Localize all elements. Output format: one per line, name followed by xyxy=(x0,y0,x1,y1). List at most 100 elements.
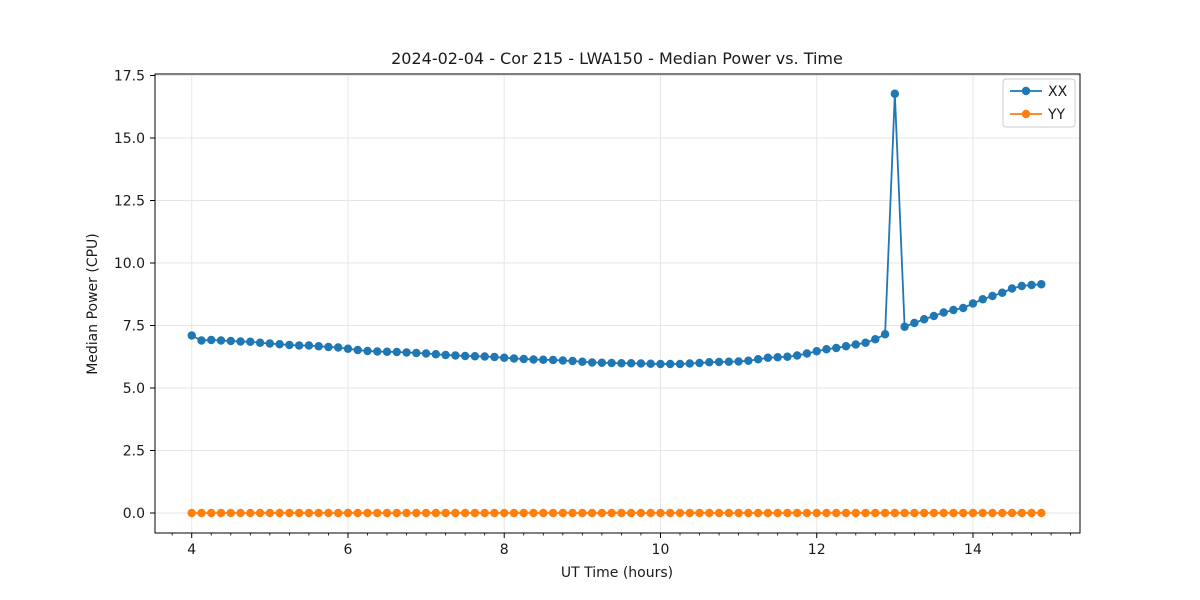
series-yy-marker xyxy=(460,508,470,518)
series-yy-marker xyxy=(353,508,362,518)
series-xx-marker xyxy=(587,358,597,367)
series-xx-marker xyxy=(949,305,958,315)
series-xx-marker xyxy=(695,358,704,368)
series-xx-marker xyxy=(441,350,450,360)
series-xx-marker xyxy=(1007,284,1017,293)
series-xx-marker xyxy=(910,318,919,328)
series-xx-marker xyxy=(890,89,900,98)
legend-label: XX xyxy=(1048,84,1068,100)
series-xx-marker xyxy=(656,359,665,369)
series-yy-marker xyxy=(685,508,694,518)
series-yy-marker xyxy=(802,508,812,518)
series-yy-marker xyxy=(275,508,284,518)
series-yy-marker xyxy=(539,508,548,518)
y-tick-label: 7.5 xyxy=(123,319,145,335)
series-xx-marker xyxy=(480,352,489,361)
series-yy-marker xyxy=(714,508,724,518)
series-xx-marker xyxy=(382,347,392,356)
series-yy-marker xyxy=(841,508,851,518)
series-yy-marker xyxy=(939,508,948,518)
series-xx-marker xyxy=(900,322,909,331)
series-xx-marker xyxy=(666,359,675,369)
series-yy-marker xyxy=(656,508,665,518)
series-xx-marker xyxy=(880,330,890,339)
series-yy-marker xyxy=(734,508,743,518)
x-tick-label: 10 xyxy=(652,542,670,558)
series-xx-marker xyxy=(1017,281,1026,291)
series-xx-marker xyxy=(509,354,519,363)
y-tick-label: 2.5 xyxy=(123,444,145,460)
series-xx-marker xyxy=(607,358,616,368)
series-yy-marker xyxy=(861,508,870,518)
series-yy-marker xyxy=(851,508,860,518)
series-yy-marker xyxy=(607,508,616,518)
series-xx-marker xyxy=(919,315,929,324)
series-yy-marker xyxy=(988,508,997,518)
series-yy-marker xyxy=(392,508,401,518)
series-yy-marker xyxy=(626,508,636,518)
series-yy-marker xyxy=(519,508,528,518)
series-xx-marker xyxy=(548,355,558,365)
series-xx-marker xyxy=(802,349,812,358)
series-xx-marker xyxy=(675,359,685,369)
series-xx-marker xyxy=(763,353,773,362)
x-axis-label: UT Time (hours) xyxy=(561,565,673,581)
series-yy-marker xyxy=(753,508,763,518)
series-yy-marker xyxy=(666,508,675,518)
series-xx-marker xyxy=(812,347,821,356)
series-yy-marker xyxy=(324,508,333,518)
series-yy-marker xyxy=(402,508,411,518)
series-xx-marker xyxy=(519,354,528,364)
series-xx-marker xyxy=(460,351,470,361)
series-xx-marker xyxy=(373,347,382,356)
series-xx-marker xyxy=(929,311,939,321)
legend-label: YY xyxy=(1047,107,1066,123)
series-yy-marker xyxy=(421,508,431,518)
series-yy-marker xyxy=(294,508,304,518)
series-yy-marker xyxy=(978,508,987,518)
series-xx-marker xyxy=(197,336,206,345)
y-tick-label: 12.5 xyxy=(114,194,145,210)
series-yy-marker xyxy=(255,508,265,518)
series-xx-marker xyxy=(851,340,860,349)
series-xx-marker xyxy=(314,342,323,351)
series-yy-marker xyxy=(1007,508,1017,518)
series-yy-marker xyxy=(773,508,782,518)
plot-spines xyxy=(154,73,1081,534)
series-yy-marker xyxy=(597,508,607,518)
y-tick-label: 15.0 xyxy=(114,131,145,147)
series-xx-marker xyxy=(783,352,792,361)
series-xx-marker xyxy=(431,350,441,359)
x-tick-label: 12 xyxy=(808,542,826,558)
series-yy-marker xyxy=(949,508,958,518)
series-xx-marker xyxy=(705,358,714,367)
series-xx-marker xyxy=(871,335,880,344)
series-yy-marker xyxy=(451,508,460,518)
series-yy-marker xyxy=(675,508,685,518)
series-yy-marker xyxy=(929,508,939,518)
y-tick-label: 0.0 xyxy=(123,506,145,522)
series-yy-marker xyxy=(490,508,499,518)
series-yy-marker xyxy=(363,508,372,518)
series-xx-marker xyxy=(626,359,636,368)
plot-area: 4 6 8 10 12 14 0.0 2.5 5.0 7.5 10.0 12.5 15.0 17.5 XX Y… xyxy=(114,69,1081,558)
series-yy-marker xyxy=(792,508,802,518)
series-xx-marker xyxy=(343,344,353,353)
series-yy-marker xyxy=(998,508,1007,518)
series-yy-marker xyxy=(617,508,626,518)
plot-background xyxy=(155,74,1080,533)
series-yy-marker xyxy=(500,508,509,518)
series-yy-marker xyxy=(636,508,646,518)
series-yy-marker xyxy=(568,508,577,518)
series-xx-marker xyxy=(959,303,968,313)
legend-marker-sample xyxy=(1021,86,1031,96)
series-xx-marker xyxy=(636,359,646,368)
series-yy-marker xyxy=(226,508,235,518)
series-xx-marker xyxy=(832,343,841,353)
series-xx-marker xyxy=(285,340,294,350)
series-xx-marker xyxy=(334,343,343,352)
series-xx-marker xyxy=(753,355,763,364)
series-yy-marker xyxy=(822,508,831,518)
series-yy-marker xyxy=(968,508,978,518)
